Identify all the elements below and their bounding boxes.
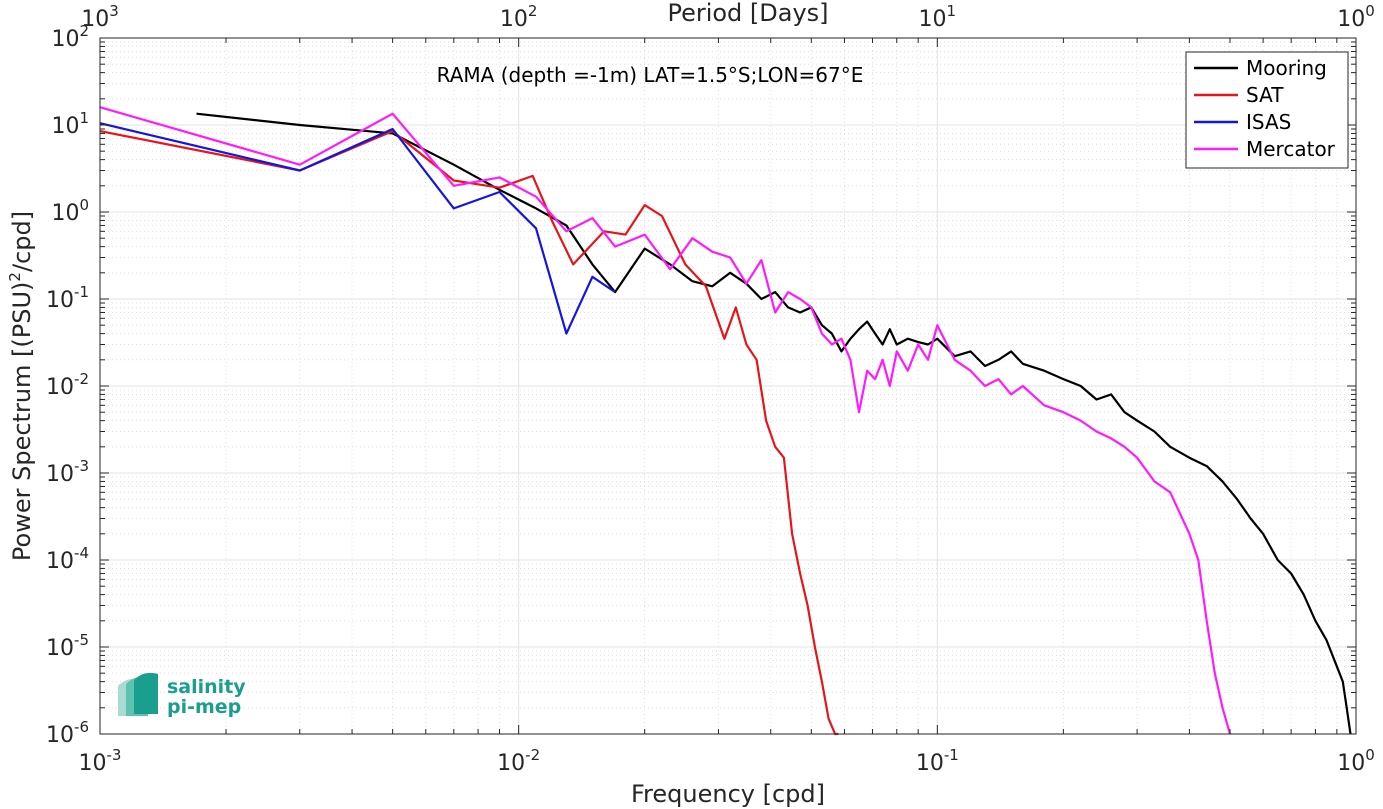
salinity-pi-mep-logo: salinity pi-mep	[118, 672, 246, 718]
y-tick-label: 102	[51, 22, 89, 52]
y-axis-title-end: /cpd]	[8, 211, 36, 272]
x-tick-label: 10-3	[79, 746, 122, 776]
y-tick-label: 10-1	[46, 283, 89, 313]
series-layer	[99, 106, 1352, 736]
x-axis-title: Frequency [cpd]	[631, 780, 825, 808]
x-tick-label: 10-2	[497, 746, 540, 776]
y-axis-title: Power Spectrum [(PSU)2/cpd]	[6, 211, 36, 561]
y-axis-title-sup: 2	[6, 272, 24, 282]
legend-label-isas: ISAS	[1246, 110, 1291, 134]
legend: Mooring SAT ISAS Mercator	[1185, 51, 1349, 169]
x-tick-label: 10-1	[916, 746, 959, 776]
legend-label-mercator: Mercator	[1246, 137, 1336, 161]
y-tick-label: 101	[51, 109, 89, 139]
top-tick-label: 103	[81, 2, 119, 32]
series-line-mooring	[196, 112, 1352, 735]
legend-label-sat: SAT	[1246, 83, 1284, 107]
x-tick-label: 100	[1337, 746, 1375, 776]
logo-waves-icon	[118, 672, 158, 716]
top-tick-label: 100	[1337, 2, 1375, 32]
y-tick-label: 10-6	[46, 718, 89, 748]
top-tick-label: 102	[500, 2, 538, 32]
logo-text-line1: salinity	[167, 676, 246, 698]
logo-text-line2: pi-mep	[167, 696, 241, 718]
series-line-mercator	[99, 106, 1232, 735]
y-tick-label: 10-3	[46, 457, 89, 487]
chart-title: RAMA (depth =-1m) LAT=1.5°S;LON=67°E	[437, 63, 864, 87]
top-tick-label: 101	[919, 2, 957, 32]
y-tick-label: 100	[51, 196, 89, 226]
series-line-isas	[99, 122, 616, 335]
y-tick-label: 10-4	[46, 544, 89, 574]
y-tick-label: 10-5	[46, 631, 89, 661]
top-axis-title: Period [Days]	[667, 0, 828, 27]
tick-marks	[99, 37, 1357, 735]
grid	[99, 37, 1357, 735]
y-axis-title-main: Power Spectrum [(PSU)	[8, 282, 36, 561]
legend-label-mooring: Mooring	[1246, 56, 1327, 80]
series-line-sat	[99, 130, 839, 736]
y-tick-label: 10-2	[46, 370, 89, 400]
